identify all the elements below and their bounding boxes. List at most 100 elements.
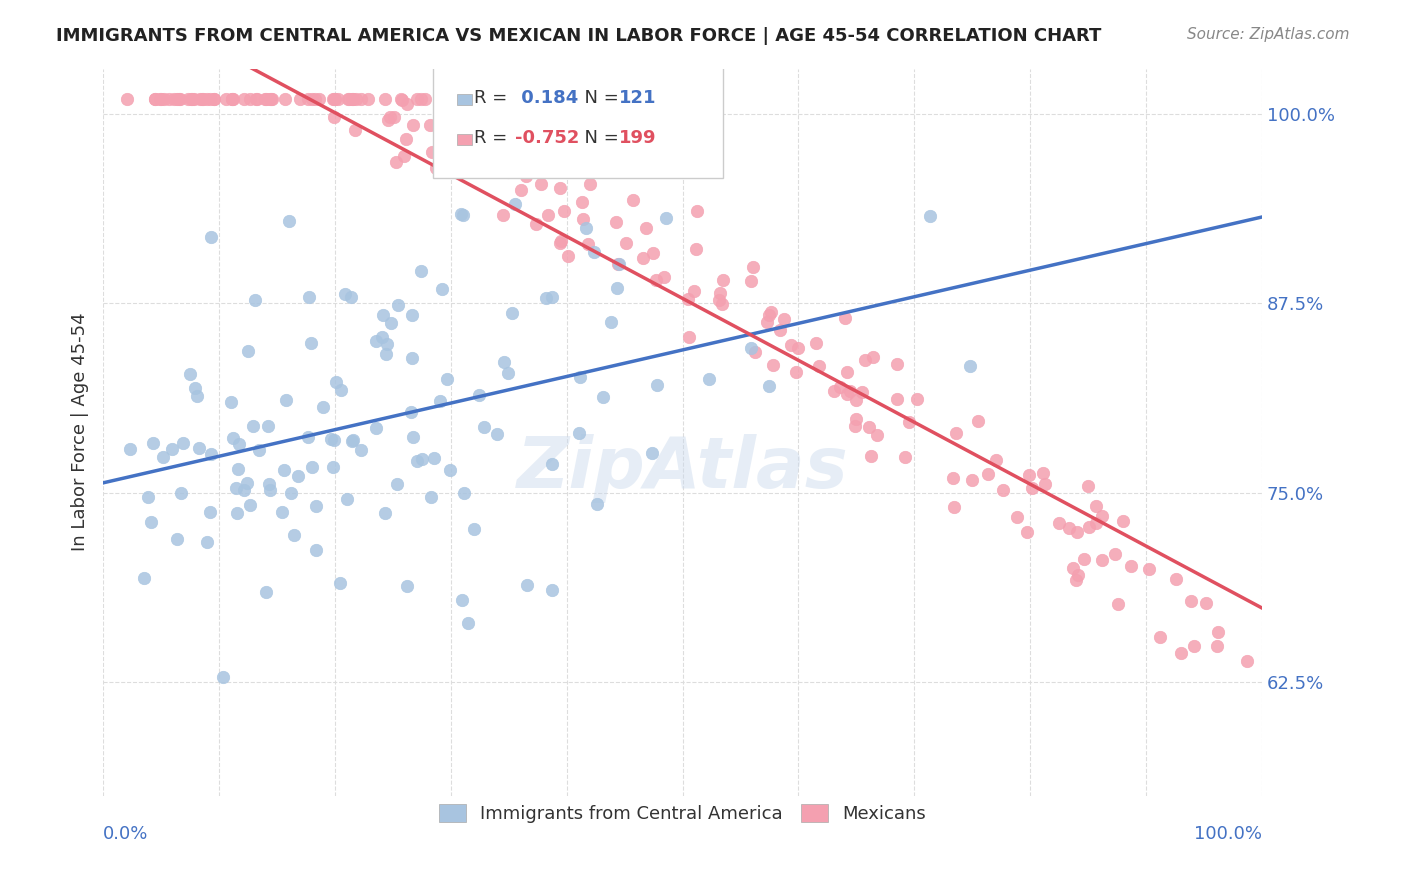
Point — [501, 306, 523, 320]
Point — [225, 481, 247, 495]
Point — [541, 290, 564, 304]
Point — [169, 92, 191, 106]
Point — [1073, 552, 1095, 566]
Point — [177, 92, 200, 106]
Point — [571, 195, 593, 210]
Point — [1021, 481, 1043, 495]
Point — [1077, 479, 1099, 493]
Point — [377, 113, 399, 128]
Point — [585, 497, 607, 511]
Point — [382, 110, 405, 124]
Point — [364, 334, 387, 348]
Y-axis label: In Labor Force | Age 45-54: In Labor Force | Age 45-54 — [72, 313, 89, 551]
Point — [676, 292, 699, 306]
Point — [780, 338, 803, 352]
Point — [905, 392, 928, 406]
Point — [596, 155, 619, 169]
Point — [167, 92, 190, 106]
Point — [787, 341, 810, 355]
Point — [641, 446, 664, 460]
Point — [844, 418, 866, 433]
Text: 100.0%: 100.0% — [1194, 825, 1263, 843]
Point — [439, 92, 461, 106]
Point — [496, 157, 519, 171]
Point — [188, 92, 211, 106]
Point — [399, 404, 422, 418]
Point — [468, 388, 491, 402]
Point — [333, 286, 356, 301]
Point — [697, 372, 720, 386]
Point — [238, 344, 260, 359]
Point — [243, 293, 266, 307]
Point — [259, 476, 281, 491]
Point — [534, 291, 557, 305]
Text: 199: 199 — [619, 129, 657, 147]
Text: 0.184: 0.184 — [515, 89, 578, 107]
Point — [744, 345, 766, 359]
Point — [475, 92, 498, 106]
Point — [682, 285, 704, 299]
Point — [966, 414, 988, 428]
Point — [221, 92, 243, 106]
Point — [153, 92, 176, 106]
Point — [357, 92, 380, 106]
Point — [845, 411, 868, 425]
Point — [941, 471, 963, 485]
Point — [823, 384, 845, 399]
Point — [401, 308, 423, 322]
Point — [606, 281, 628, 295]
Point — [374, 506, 396, 520]
Point — [762, 358, 785, 372]
Point — [1064, 573, 1087, 587]
Point — [387, 297, 409, 311]
Point — [645, 378, 668, 392]
FancyBboxPatch shape — [457, 134, 472, 145]
Point — [308, 92, 330, 106]
Point — [406, 92, 429, 106]
Point — [402, 430, 425, 444]
Point — [245, 92, 267, 106]
Point — [1066, 524, 1088, 539]
Point — [837, 365, 859, 379]
Point — [565, 156, 588, 170]
Text: IMMIGRANTS FROM CENTRAL AMERICA VS MEXICAN IN LABOR FORCE | AGE 45-54 CORRELATIO: IMMIGRANTS FROM CENTRAL AMERICA VS MEXIC… — [56, 27, 1102, 45]
Point — [157, 92, 180, 106]
Point — [422, 145, 444, 160]
Point — [200, 447, 222, 461]
Point — [344, 122, 367, 136]
Point — [195, 534, 218, 549]
Point — [686, 203, 709, 218]
Point — [166, 532, 188, 546]
Point — [742, 260, 765, 275]
Point — [1182, 639, 1205, 653]
Point — [463, 522, 485, 536]
Point — [548, 181, 571, 195]
Point — [984, 452, 1007, 467]
Point — [1091, 552, 1114, 566]
Point — [1149, 631, 1171, 645]
Point — [323, 110, 346, 124]
Point — [152, 450, 174, 465]
Point — [479, 143, 502, 157]
Point — [180, 92, 202, 106]
Point — [301, 92, 323, 106]
Point — [510, 183, 533, 197]
Point — [395, 97, 418, 112]
Point — [605, 215, 627, 229]
Point — [212, 671, 235, 685]
Point — [342, 433, 364, 447]
Point — [1139, 562, 1161, 576]
Point — [709, 286, 731, 301]
Point — [853, 353, 876, 368]
Point — [226, 506, 249, 520]
Point — [496, 165, 519, 179]
Point — [553, 146, 575, 161]
Point — [582, 245, 605, 260]
Point — [439, 463, 461, 477]
Point — [575, 220, 598, 235]
Point — [200, 92, 222, 106]
Point — [342, 92, 364, 106]
Point — [553, 203, 575, 218]
Point — [385, 476, 408, 491]
Point — [149, 92, 172, 106]
